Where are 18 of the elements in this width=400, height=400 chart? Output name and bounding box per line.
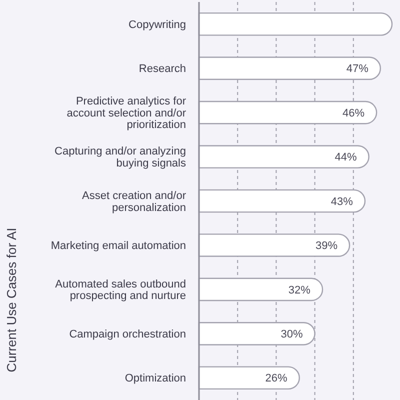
y-axis-title: Current Use Cases for AI [4,228,19,372]
y-tick-label: Asset creation and/or personalization [82,190,186,214]
y-tick-label: Capturing and/or analyzing buying signals [54,146,186,170]
data-label: 32% [288,284,311,296]
y-tick-label: Optimization [124,372,186,385]
data-label: 46% [342,107,365,120]
data-label: 30% [280,328,303,341]
y-tick-label: Marketing email automation [50,240,186,252]
data-label: 44% [334,152,357,164]
y-tick-label: Predictive analytics for account selection and/or prioritization [66,96,186,132]
data-label: 47% [346,63,369,76]
data-label: 26% [265,372,288,385]
y-tick-label: Research [138,63,186,76]
data-label: 39% [315,240,338,252]
y-tick-label: Campaign orchestration [69,328,186,341]
y-tick-label: Automated sales outbound prospecting and nurture [55,278,186,302]
data-label: 43% [330,196,354,208]
y-tick-label: Copywriting [128,18,186,31]
